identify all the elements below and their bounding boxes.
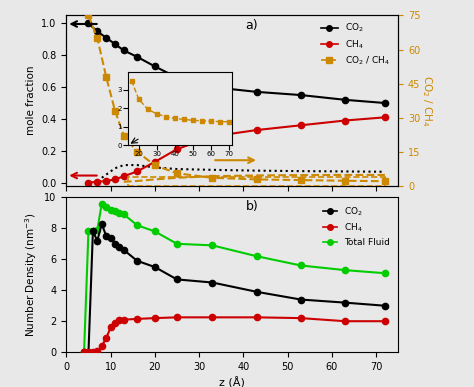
Text: b): b) xyxy=(246,200,258,213)
X-axis label: z (Å): z (Å) xyxy=(219,377,245,387)
Legend: CO$_2$, CH$_4$, CO$_2$ / CH$_4$: CO$_2$, CH$_4$, CO$_2$ / CH$_4$ xyxy=(318,18,393,70)
Legend: CO$_2$, CH$_4$, Total Fluid: CO$_2$, CH$_4$, Total Fluid xyxy=(320,202,393,250)
Text: a): a) xyxy=(246,19,258,32)
Y-axis label: CO$_2$ / CH$_4$: CO$_2$ / CH$_4$ xyxy=(420,75,434,127)
Y-axis label: mole fraction: mole fraction xyxy=(26,66,36,135)
Y-axis label: Number Density (nm$^{-3}$): Number Density (nm$^{-3}$) xyxy=(23,212,39,337)
Bar xyxy=(128,177,385,186)
